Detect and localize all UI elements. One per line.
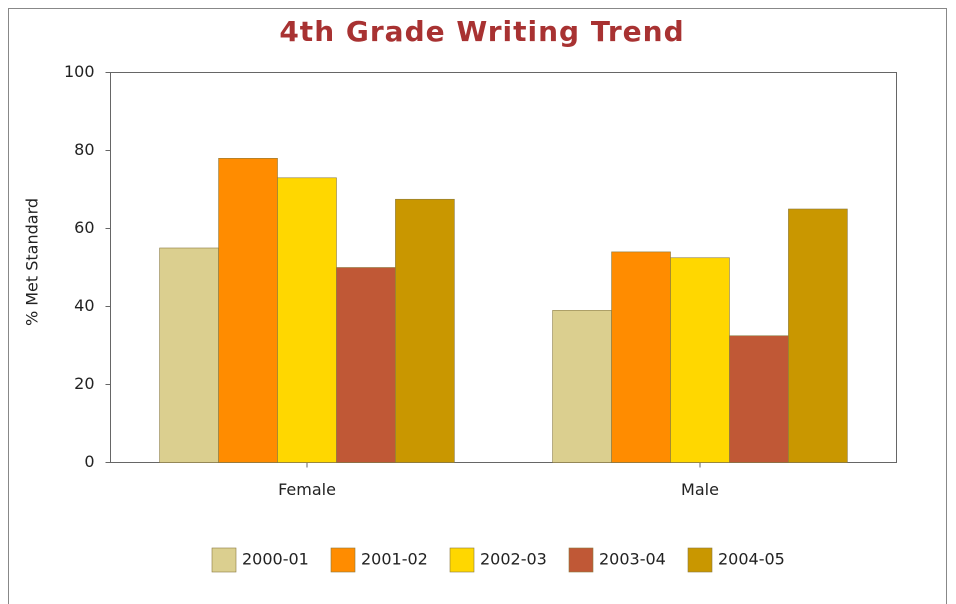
bar <box>729 335 789 463</box>
legend-label: 2002-03 <box>480 550 547 569</box>
legend-swatch <box>330 547 356 573</box>
legend-swatch <box>568 547 594 573</box>
y-tick-label: 40 <box>74 296 94 315</box>
y-tick-label: 0 <box>84 452 94 471</box>
x-tick-label: Male <box>681 480 719 499</box>
legend-label: 2001-02 <box>361 550 428 569</box>
legend-label: 2004-05 <box>718 550 785 569</box>
plot-area <box>110 72 897 463</box>
bar <box>277 177 337 463</box>
y-tick-label: 80 <box>74 140 94 159</box>
y-tick-label: 100 <box>64 62 95 81</box>
chart-title: 4th Grade Writing Trend <box>279 15 684 48</box>
bar <box>788 208 848 463</box>
y-tick-label: 60 <box>74 218 94 237</box>
x-tick-label: Female <box>278 480 336 499</box>
bar <box>336 267 396 463</box>
bar <box>159 247 219 463</box>
legend-label: 2000-01 <box>242 550 309 569</box>
y-axis-label: % Met Standard <box>23 198 42 326</box>
bar <box>395 198 455 463</box>
bar <box>218 158 278 463</box>
bar <box>670 257 730 463</box>
legend-swatch <box>687 547 713 573</box>
bar <box>611 251 671 463</box>
y-tick-label: 20 <box>74 374 94 393</box>
bar <box>552 310 612 463</box>
legend-label: 2003-04 <box>599 550 666 569</box>
legend-swatch <box>211 547 237 573</box>
legend-swatch <box>449 547 475 573</box>
